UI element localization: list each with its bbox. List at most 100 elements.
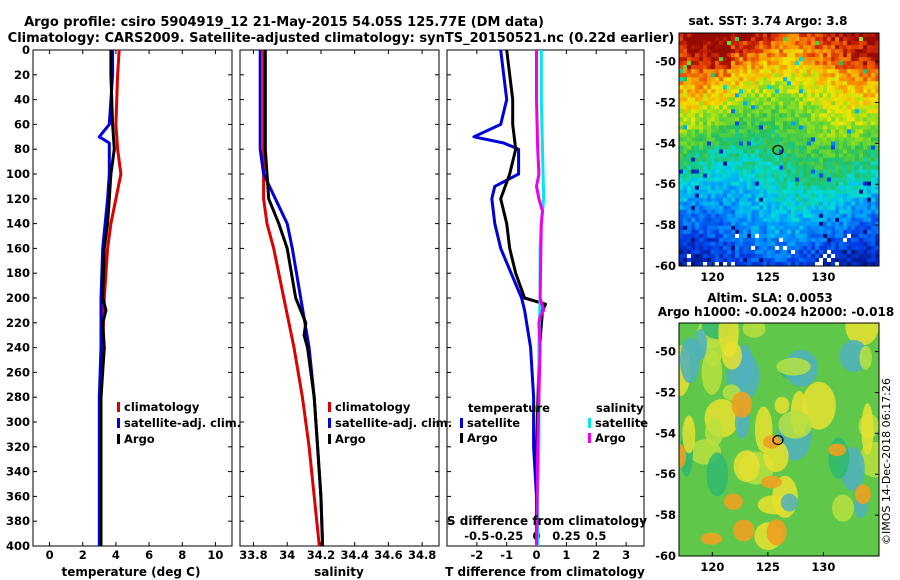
sst-cell — [679, 137, 684, 142]
sst-cell — [727, 109, 732, 114]
sst-cell — [863, 61, 868, 66]
sst-cell — [739, 61, 744, 66]
sst-cell — [835, 217, 840, 223]
sst-cell — [779, 213, 784, 219]
sst-cell — [831, 173, 836, 179]
sst-cell — [791, 125, 796, 130]
sst-cell — [679, 141, 684, 147]
sst-cell — [859, 41, 864, 46]
sst-cell — [831, 193, 836, 199]
sst-cell — [791, 69, 796, 74]
sst-cell — [859, 89, 864, 94]
sst-cell — [863, 213, 868, 219]
sst-cell — [763, 173, 768, 179]
sst-cell — [743, 89, 748, 94]
sst-cell — [731, 41, 736, 46]
sst-cell — [855, 262, 860, 266]
sst-cell — [859, 213, 864, 219]
sst-cell — [783, 133, 788, 138]
sst-cell — [679, 61, 684, 66]
sst-cell — [703, 237, 708, 243]
sst-cell — [767, 197, 772, 203]
sst-cell — [699, 141, 704, 147]
sst-cell — [775, 73, 780, 78]
sst-cell — [867, 117, 872, 122]
sst-cell — [851, 193, 856, 199]
sst-cell — [859, 245, 864, 251]
sst-cell — [819, 157, 824, 163]
sst-cell — [787, 149, 792, 155]
sst-cell — [731, 249, 736, 255]
sst-cell — [731, 65, 736, 70]
sst-cell — [843, 177, 848, 183]
sst-cell — [811, 241, 816, 247]
sst-cell — [747, 153, 752, 159]
sst-cell — [823, 149, 828, 155]
depth-tick-label: 240 — [6, 341, 30, 355]
sst-cell — [795, 69, 800, 74]
sst-cell — [827, 169, 832, 175]
sla-blob — [706, 452, 729, 497]
sst-cell — [751, 45, 756, 50]
sst-cell — [815, 225, 820, 231]
sst-cell — [731, 225, 736, 231]
sst-cell — [735, 33, 740, 38]
sst-cell — [783, 153, 788, 159]
sst-cell — [699, 33, 704, 38]
sst-cell — [691, 205, 696, 211]
sst-cell — [707, 173, 712, 179]
sst-cell — [755, 105, 760, 110]
sst-cell — [747, 141, 752, 147]
sst-cell — [867, 33, 872, 38]
sst-cell — [759, 53, 764, 58]
sst-cell — [707, 177, 712, 183]
sst-cell — [863, 93, 868, 98]
sst-cell — [867, 125, 872, 130]
sst-cell — [731, 109, 736, 114]
sst-cell — [783, 245, 788, 251]
sst-cell — [811, 133, 816, 138]
sst-cell — [747, 85, 752, 90]
sst-cell — [687, 65, 692, 70]
sst-cell — [783, 233, 788, 239]
sst-cell — [839, 221, 844, 227]
sst-cell — [799, 258, 804, 263]
sst-cell — [875, 161, 879, 167]
sst-cell — [811, 225, 816, 231]
sst-cell — [775, 53, 780, 58]
sst-cell — [859, 185, 864, 191]
sst-cell — [731, 221, 736, 227]
sst-cell — [747, 109, 752, 114]
sst-cell — [723, 93, 728, 98]
sst-cell — [807, 69, 812, 74]
sst-cell — [783, 81, 788, 86]
sst-cell — [751, 145, 756, 151]
sst-cell — [739, 237, 744, 243]
sst-cell — [875, 197, 879, 203]
sst-cell — [851, 201, 856, 207]
sst-cell — [783, 161, 788, 167]
sst-cell — [759, 89, 764, 94]
sst-cell — [783, 73, 788, 78]
x-tick-label: 0 — [533, 548, 541, 562]
sst-cell — [703, 177, 708, 183]
sst-cell — [747, 133, 752, 138]
sst-cell — [875, 177, 879, 183]
sst-cell — [751, 41, 756, 46]
sla-blob — [742, 323, 766, 338]
sst-cell — [863, 41, 868, 46]
sst-cell — [875, 73, 879, 78]
sst-cell — [787, 157, 792, 163]
sla-blob — [700, 532, 723, 545]
sst-cell — [755, 253, 760, 259]
sst-cell — [811, 185, 816, 191]
sst-cell — [871, 193, 876, 199]
sst-cell — [791, 233, 796, 239]
sst-cell — [703, 145, 708, 151]
sst-cell — [723, 153, 728, 159]
sst-cell — [719, 49, 724, 54]
sst-cell — [831, 161, 836, 167]
sst-cell — [811, 213, 816, 219]
sst-cell — [743, 113, 748, 118]
sst-cell — [739, 133, 744, 138]
